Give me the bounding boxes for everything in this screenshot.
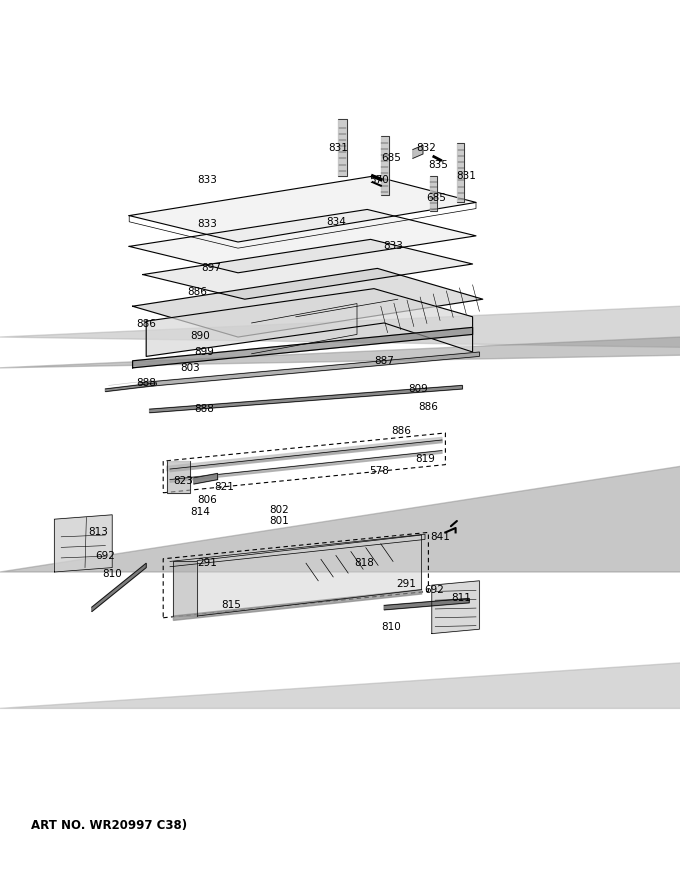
Polygon shape	[170, 534, 425, 567]
Polygon shape	[338, 119, 347, 176]
Text: 291: 291	[197, 558, 218, 568]
Text: 291: 291	[396, 579, 416, 590]
Polygon shape	[430, 176, 437, 211]
Polygon shape	[173, 561, 197, 616]
Polygon shape	[167, 461, 190, 493]
Text: 802: 802	[269, 505, 289, 516]
Polygon shape	[0, 306, 680, 368]
Text: 886: 886	[391, 426, 411, 436]
Polygon shape	[457, 143, 464, 202]
Text: 831: 831	[328, 143, 349, 153]
Text: 887: 887	[374, 356, 394, 366]
Polygon shape	[133, 327, 473, 368]
Text: 803: 803	[180, 363, 201, 373]
Text: 833: 833	[383, 241, 403, 252]
Polygon shape	[92, 563, 146, 612]
Text: 813: 813	[88, 527, 109, 538]
Text: 811: 811	[451, 593, 471, 604]
Text: 833: 833	[197, 219, 218, 230]
Text: 814: 814	[190, 507, 211, 517]
Text: 897: 897	[201, 263, 221, 274]
Text: 831: 831	[456, 171, 476, 181]
Text: 801: 801	[269, 516, 289, 526]
Text: 888: 888	[194, 404, 214, 414]
Text: 899: 899	[194, 347, 214, 357]
Polygon shape	[146, 289, 473, 356]
Text: 819: 819	[415, 454, 435, 465]
Polygon shape	[54, 515, 112, 572]
Text: 570: 570	[369, 175, 390, 186]
Polygon shape	[129, 176, 476, 242]
Text: 835: 835	[428, 160, 449, 171]
Polygon shape	[105, 383, 156, 392]
Text: 834: 834	[326, 216, 347, 227]
Text: 841: 841	[430, 532, 451, 542]
Text: 818: 818	[354, 558, 374, 568]
Polygon shape	[129, 209, 476, 273]
Text: 886: 886	[187, 287, 207, 297]
Polygon shape	[139, 352, 479, 387]
Polygon shape	[173, 590, 422, 620]
Text: 810: 810	[102, 568, 122, 579]
Text: 815: 815	[221, 600, 241, 611]
Polygon shape	[384, 598, 469, 610]
Polygon shape	[0, 299, 680, 368]
Text: 810: 810	[381, 621, 401, 632]
Polygon shape	[143, 239, 473, 299]
Text: 578: 578	[369, 466, 390, 476]
Text: 685: 685	[381, 153, 401, 164]
Polygon shape	[170, 440, 442, 472]
Polygon shape	[167, 437, 442, 471]
Text: 833: 833	[197, 175, 218, 186]
Text: 888: 888	[136, 378, 156, 388]
Polygon shape	[0, 255, 680, 572]
Text: 890: 890	[190, 331, 211, 341]
Text: 886: 886	[418, 401, 439, 412]
Text: 685: 685	[426, 193, 447, 203]
Text: 809: 809	[408, 384, 428, 394]
Text: 821: 821	[214, 481, 235, 492]
Polygon shape	[170, 451, 442, 482]
Text: 832: 832	[416, 143, 437, 153]
Polygon shape	[133, 268, 483, 337]
Text: 692: 692	[95, 551, 116, 561]
Text: 823: 823	[173, 476, 194, 487]
Text: 806: 806	[197, 495, 218, 505]
Polygon shape	[413, 145, 423, 158]
Polygon shape	[194, 473, 218, 484]
Text: 886: 886	[136, 319, 156, 329]
Polygon shape	[0, 572, 680, 708]
Polygon shape	[432, 581, 479, 634]
Polygon shape	[150, 385, 462, 413]
Text: ART NO. WR20997 C38): ART NO. WR20997 C38)	[31, 819, 187, 832]
Polygon shape	[197, 535, 422, 616]
Text: 692: 692	[424, 584, 444, 595]
Polygon shape	[381, 136, 389, 195]
